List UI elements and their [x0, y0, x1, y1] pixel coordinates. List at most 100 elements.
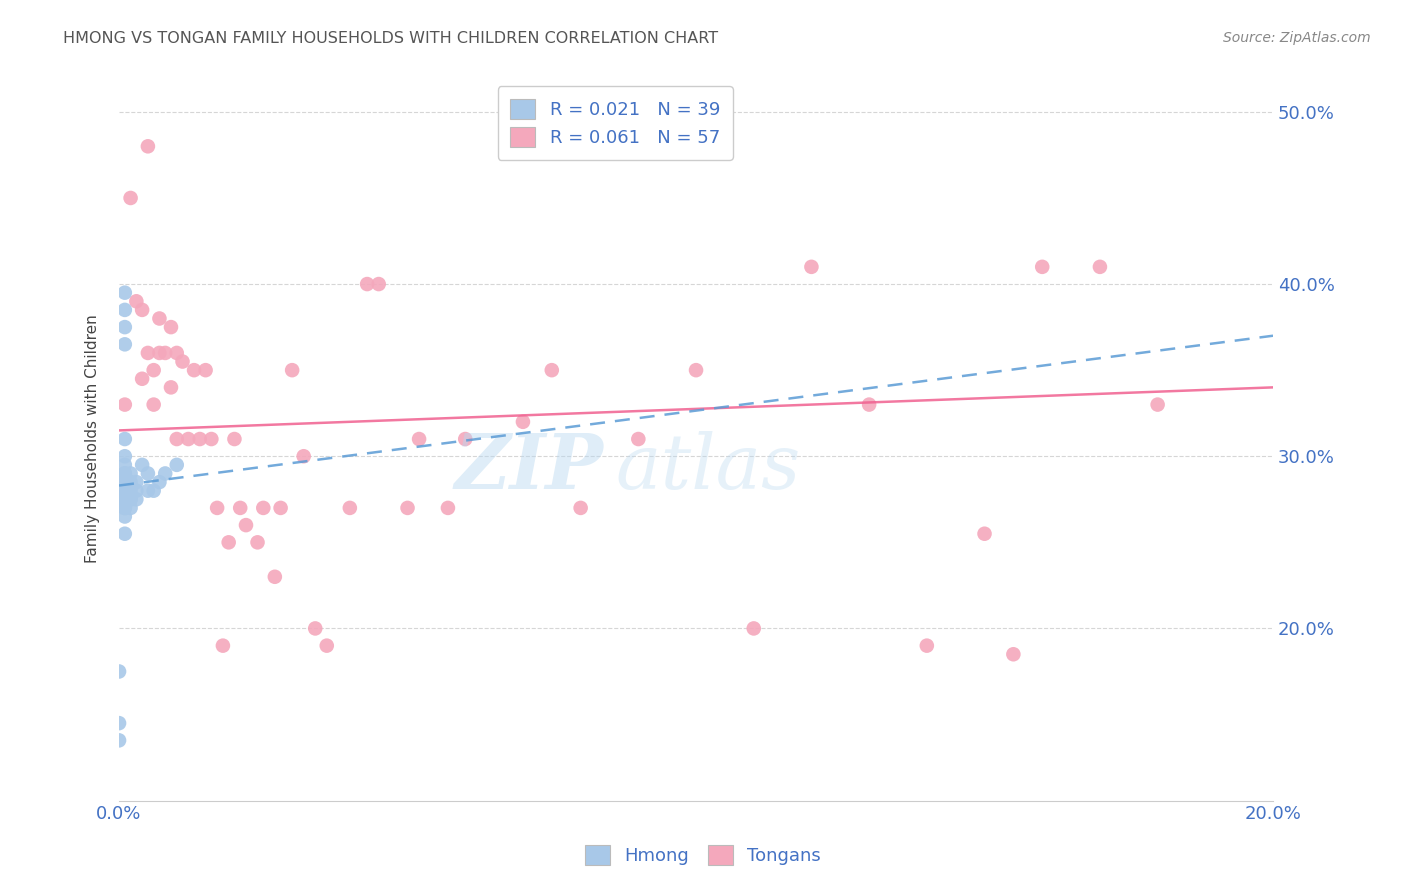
Point [148, 346, 170, 360]
Point [114, 475, 136, 489]
Point [114, 492, 136, 507]
Text: Source: ZipAtlas.com: Source: ZipAtlas.com [1223, 31, 1371, 45]
Point [114, 492, 136, 507]
Point [408, 432, 430, 446]
Point [512, 415, 534, 429]
Point [114, 398, 136, 412]
Point [114, 467, 136, 481]
Point [685, 363, 707, 377]
Point [148, 475, 170, 489]
Point [114, 302, 136, 317]
Point [155, 346, 177, 360]
Point [569, 500, 592, 515]
Point [125, 492, 148, 507]
Y-axis label: Family Households with Children: Family Households with Children [86, 315, 100, 564]
Point [120, 492, 142, 507]
Point [120, 191, 142, 205]
Point [114, 285, 136, 300]
Point [114, 475, 136, 489]
Point [142, 363, 165, 377]
Point [114, 320, 136, 334]
Point [292, 449, 315, 463]
Point [114, 526, 136, 541]
Point [131, 458, 153, 472]
Point [142, 398, 165, 412]
Point [858, 398, 880, 412]
Point [114, 500, 136, 515]
Point [396, 500, 419, 515]
Point [218, 535, 240, 549]
Point [205, 500, 228, 515]
Point [627, 432, 650, 446]
Point [356, 277, 378, 291]
Point [148, 311, 170, 326]
Point [183, 363, 205, 377]
Point [235, 518, 257, 533]
Point [367, 277, 389, 291]
Point [114, 483, 136, 498]
Legend: R = 0.021   N = 39, R = 0.061   N = 57: R = 0.021 N = 39, R = 0.061 N = 57 [498, 87, 733, 160]
Point [252, 500, 274, 515]
Point [1031, 260, 1053, 274]
Point [1088, 260, 1111, 274]
Legend: Hmong, Tongans: Hmong, Tongans [578, 838, 828, 872]
Point [177, 432, 200, 446]
Point [166, 458, 188, 472]
Point [166, 432, 188, 446]
Point [114, 467, 136, 481]
Point [120, 467, 142, 481]
Point [114, 458, 136, 472]
Point [212, 639, 235, 653]
Point [114, 449, 136, 463]
Text: HMONG VS TONGAN FAMILY HOUSEHOLDS WITH CHILDREN CORRELATION CHART: HMONG VS TONGAN FAMILY HOUSEHOLDS WITH C… [63, 31, 718, 46]
Point [1146, 398, 1168, 412]
Point [120, 500, 142, 515]
Point [108, 733, 131, 747]
Point [131, 302, 153, 317]
Point [120, 492, 142, 507]
Point [120, 475, 142, 489]
Text: ZIP: ZIP [456, 431, 603, 505]
Point [155, 467, 177, 481]
Point [246, 535, 269, 549]
Point [742, 622, 765, 636]
Point [1002, 647, 1025, 661]
Point [800, 260, 823, 274]
Point [339, 500, 361, 515]
Point [114, 500, 136, 515]
Point [281, 363, 304, 377]
Point [108, 665, 131, 679]
Point [114, 483, 136, 498]
Point [114, 337, 136, 351]
Point [160, 320, 183, 334]
Point [270, 500, 292, 515]
Point [136, 483, 159, 498]
Point [188, 432, 211, 446]
Point [200, 432, 222, 446]
Point [973, 526, 995, 541]
Point [125, 294, 148, 309]
Point [437, 500, 460, 515]
Point [263, 570, 285, 584]
Point [166, 346, 188, 360]
Point [304, 622, 326, 636]
Point [194, 363, 217, 377]
Point [172, 354, 194, 368]
Point [136, 139, 159, 153]
Point [114, 432, 136, 446]
Point [315, 639, 337, 653]
Point [454, 432, 477, 446]
Point [114, 509, 136, 524]
Point [136, 346, 159, 360]
Point [125, 483, 148, 498]
Point [229, 500, 252, 515]
Point [114, 492, 136, 507]
Point [125, 475, 148, 489]
Text: atlas: atlas [616, 431, 800, 505]
Point [915, 639, 938, 653]
Point [120, 483, 142, 498]
Point [142, 483, 165, 498]
Point [224, 432, 246, 446]
Point [108, 716, 131, 731]
Point [540, 363, 562, 377]
